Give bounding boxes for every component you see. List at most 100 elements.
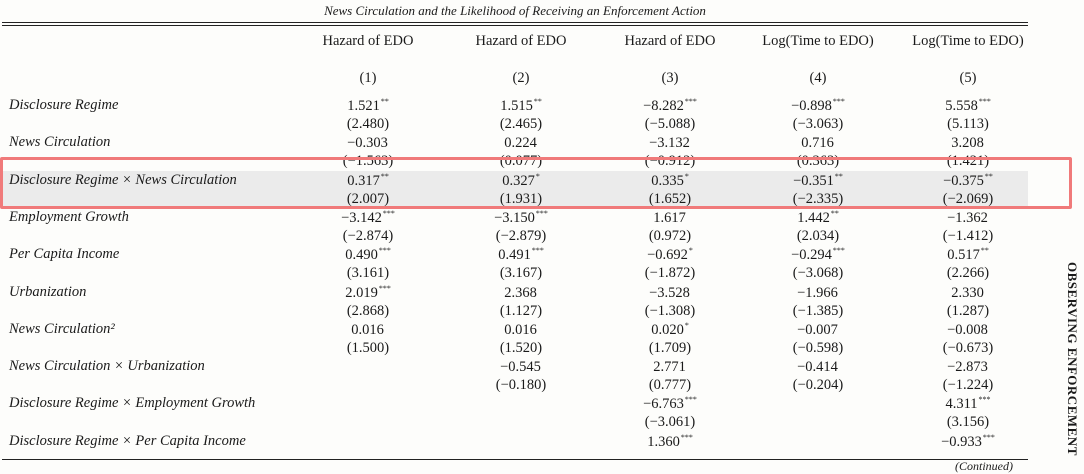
column-header-3: Hazard of EDO: [624, 33, 716, 49]
significance-stars: **: [830, 208, 839, 218]
coefficient-cell: 0.491***: [456, 246, 586, 264]
coefficient-cell: 0.016: [303, 321, 433, 339]
coefficient-value: 0.016: [504, 321, 537, 338]
coefficient-value: 2.771: [653, 359, 686, 376]
coefficient-cell: −6.763***: [605, 395, 735, 413]
coefficient-cell: 0.224: [456, 134, 586, 152]
coefficient-cell: 0.327*: [456, 172, 586, 190]
t-statistic-cell: (1.500): [346, 339, 390, 356]
t-statistic-cell: (2.034): [796, 227, 840, 244]
coefficient-value: 1.521: [347, 98, 380, 114]
coefficient-cell: 0.020*: [605, 321, 735, 339]
coefficient-value: −0.933: [941, 433, 982, 450]
caption: News Circulation and the Likelihood of R…: [324, 3, 706, 18]
coefficient-cell: 4.311***: [903, 395, 1033, 413]
highlight-box: [0, 157, 1072, 209]
t-statistic-cell: (1.709): [648, 339, 692, 356]
coefficient-value: 1.360: [647, 433, 680, 450]
t-statistic-cell: (−1.308): [644, 302, 696, 319]
significance-stars: ***: [382, 208, 395, 218]
t-statistic-cell: (1.931): [499, 190, 543, 207]
coefficient-value: −0.007: [797, 321, 838, 338]
coefficient-cell: −3.132: [605, 134, 735, 152]
significance-stars: *: [688, 246, 693, 256]
coefficient-cell: [456, 433, 586, 451]
row-label: News Circulation × Urbanization: [9, 358, 205, 375]
coefficient-cell: 1.360***: [605, 433, 735, 451]
coefficient-value: −3.528: [649, 284, 690, 301]
t-statistic-cell: (−3.068): [792, 265, 844, 282]
coefficient-value: −0.375: [943, 172, 984, 189]
coefficient-value: −0.545: [500, 359, 541, 376]
coefficient-cell: −0.545: [456, 358, 586, 376]
t-statistic-cell: (0.777): [648, 377, 692, 394]
coefficient-value: −3.150: [494, 209, 535, 226]
significance-stars: ***: [378, 283, 391, 293]
coefficient-cell: [456, 395, 586, 413]
t-statistic-cell: (2.480): [346, 116, 390, 132]
coefficient-value: 1.442: [797, 209, 830, 226]
running-head: OBSERVING ENFORCEMENT: [1065, 262, 1080, 456]
coefficient-cell: 1.521**: [303, 97, 433, 115]
t-statistic-cell: (−2.874): [342, 227, 394, 244]
row-label: Employment Growth: [9, 208, 129, 225]
t-statistic-cell: (2.465): [499, 116, 543, 132]
t-statistic-cell: (2.007): [346, 190, 390, 207]
coefficient-value: 0.716: [801, 135, 834, 152]
t-statistic-cell: (3.167): [499, 265, 543, 282]
coefficient-value: 2.019: [345, 284, 378, 301]
coefficient-value: −0.351: [793, 172, 834, 189]
coefficient-cell: 0.016: [456, 321, 586, 339]
row-label: Disclosure Regime × Employment Growth: [9, 395, 256, 412]
coefficient-value: −3.132: [649, 135, 690, 152]
coefficient-value: −1.966: [797, 284, 838, 301]
coefficient-cell: −0.351**: [753, 172, 883, 190]
coefficient-cell: −3.528: [605, 284, 735, 302]
coefficient-cell: −0.375**: [903, 172, 1033, 190]
coefficient-value: 0.317: [347, 172, 380, 189]
t-statistic-cell: (2.868): [346, 302, 390, 319]
coefficient-cell: 1.617: [605, 209, 735, 227]
row-label: Disclosure Regime × Per Capita Income: [9, 432, 246, 449]
significance-stars: *: [535, 171, 540, 181]
coefficient-value: −0.294: [791, 247, 832, 264]
coefficient-cell: [753, 395, 883, 413]
column-header-1: Hazard of EDO: [322, 33, 414, 49]
coefficient-cell: −2.873: [903, 358, 1033, 376]
coefficient-value: 1.515: [500, 98, 533, 114]
coefficient-cell: −3.150***: [456, 209, 586, 227]
coefficient-value: −3.142: [341, 209, 382, 226]
t-statistic-cell: (−0.598): [792, 339, 844, 356]
t-statistic-cell: (−1.412): [942, 227, 994, 244]
coefficient-cell: −0.294***: [753, 246, 883, 264]
significance-stars: **: [984, 171, 993, 181]
significance-stars: **: [380, 97, 389, 106]
significance-stars: ***: [832, 97, 845, 106]
top-rule: [2, 22, 1028, 23]
coefficient-cell: [303, 433, 433, 451]
t-statistic-cell: (3.156): [946, 414, 990, 431]
t-statistic-cell: (−0.204): [792, 377, 844, 394]
column-number-1: (1): [359, 70, 377, 86]
column-header-4: Log(Time to EDO): [762, 33, 874, 49]
row-label: News Circulation: [9, 134, 111, 151]
top-rule-double: [2, 25, 1028, 26]
row-label: Disclosure Regime × News Circulation: [9, 171, 237, 188]
coefficient-cell: 2.771: [605, 358, 735, 376]
coefficient-cell: 3.208: [903, 134, 1033, 152]
t-statistic-cell: (3.161): [346, 265, 390, 282]
t-statistic-cell: (0.972): [648, 227, 692, 244]
column-header-2: Hazard of EDO: [475, 33, 567, 49]
row-label: Per Capita Income: [9, 246, 120, 263]
t-statistic-cell: (−1.224): [942, 377, 994, 394]
coefficient-value: 2.330: [951, 284, 984, 301]
coefficient-value: 5.558: [945, 98, 978, 114]
significance-stars: ***: [982, 432, 995, 442]
coefficient-cell: −0.414: [753, 358, 883, 376]
significance-stars: **: [533, 97, 542, 106]
significance-stars: ***: [978, 395, 991, 405]
coefficient-cell: −3.142***: [303, 209, 433, 227]
coefficient-cell: −0.303: [303, 134, 433, 152]
column-number-2: (2): [512, 70, 530, 86]
t-statistic-cell: (−2.335): [792, 190, 844, 207]
